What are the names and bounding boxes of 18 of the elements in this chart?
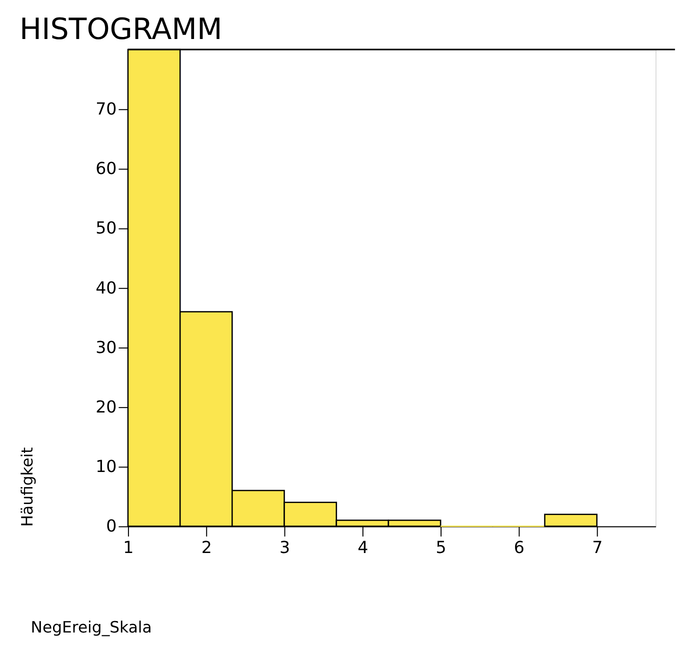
y-tick-label: 0 bbox=[106, 516, 117, 536]
y-tick-label: 10 bbox=[96, 457, 117, 476]
x-axis-title: NegEreig_Skala bbox=[30, 617, 152, 636]
y-tick-label: 70 bbox=[96, 100, 117, 119]
y-tick-label: 40 bbox=[96, 278, 117, 298]
y-tick-label: 60 bbox=[96, 159, 117, 178]
x-tick-label: 7 bbox=[592, 538, 603, 558]
chart-title: HISTOGRAMM bbox=[20, 12, 222, 46]
y-tick-label: 30 bbox=[96, 338, 117, 357]
x-tick-label: 1 bbox=[123, 538, 134, 558]
x-tick-label: 5 bbox=[436, 538, 446, 558]
x-tick-label: 3 bbox=[279, 538, 290, 558]
x-tick-label: 4 bbox=[358, 538, 368, 558]
x-tick-label: 2 bbox=[201, 538, 212, 558]
y-axis-title: Häufigkeit bbox=[18, 447, 37, 527]
x-tick-label: 6 bbox=[514, 538, 524, 558]
y-tick-label: 50 bbox=[96, 218, 117, 238]
y-tick-label: 20 bbox=[96, 397, 117, 416]
